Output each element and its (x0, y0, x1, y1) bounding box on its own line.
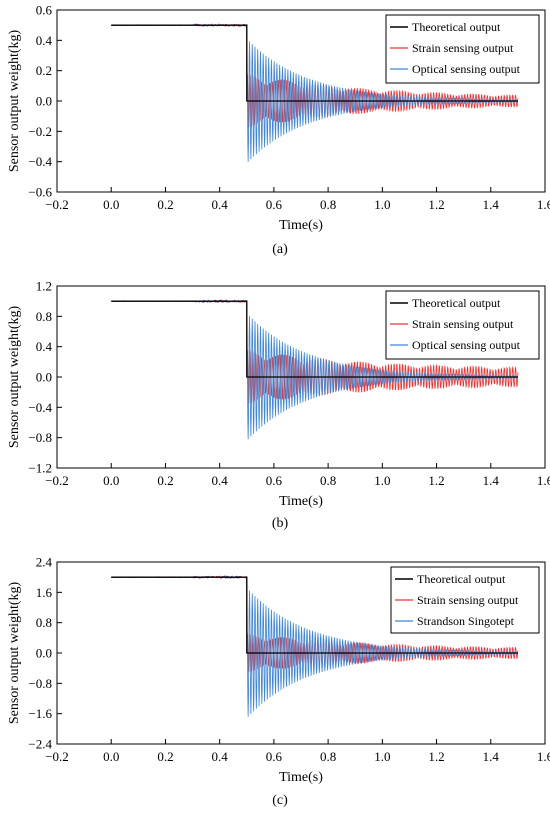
x-tick-label: 0.0 (103, 197, 119, 212)
legend-box (390, 566, 540, 634)
x-tick-label: 1.2 (428, 473, 444, 488)
series-line (111, 576, 518, 654)
legend-box (385, 290, 540, 360)
y-axis-label: Sensor output weight(kg) (7, 306, 22, 449)
x-tick-label: 0.4 (212, 473, 229, 488)
x-axis-label: Time(s) (279, 218, 323, 233)
y-tick-label: 0.0 (36, 370, 52, 385)
y-tick-label: 0.8 (36, 309, 52, 324)
x-tick-label: 0.0 (103, 749, 119, 764)
x-axis-label: Time(s) (279, 770, 323, 785)
x-tick-label: 1.2 (428, 197, 444, 212)
legend-entry: Optical sensing output (412, 338, 521, 352)
x-tick-label: 1.6 (537, 749, 550, 764)
legend-box (385, 14, 540, 84)
legend-entry: Theoretical output (412, 296, 501, 310)
x-tick-label: 1.2 (428, 749, 444, 764)
x-tick-label: 1.4 (483, 749, 500, 764)
panel-label: (a) (272, 242, 288, 257)
series-line (111, 23, 518, 162)
x-tick-label: 0.2 (157, 473, 173, 488)
y-tick-label: 0.2 (36, 63, 52, 78)
x-tick-label: −0.2 (45, 473, 69, 488)
y-tick-label: 0.0 (36, 94, 52, 109)
y-axis-label: Sensor output weight(kg) (7, 30, 22, 173)
x-axis-label: Time(s) (279, 494, 323, 509)
y-tick-label: −0.2 (28, 124, 52, 139)
y-tick-label: −1.2 (28, 461, 52, 476)
x-tick-label: 0.0 (103, 473, 119, 488)
y-tick-label: −0.4 (28, 400, 52, 415)
y-tick-label: −1.6 (28, 706, 52, 721)
legend: Theoretical output Strain sensing output O… (385, 290, 540, 360)
y-tick-label: −2.4 (28, 737, 52, 752)
x-tick-label: 0.8 (320, 749, 336, 764)
x-tick-label: 1.4 (483, 197, 500, 212)
x-tick-label: −0.2 (45, 197, 69, 212)
x-tick-label: 0.6 (266, 197, 283, 212)
legend: Theoretical output Strain sensing output S… (390, 566, 540, 634)
legend-entry: Strandson Singotept (417, 614, 515, 628)
legend-entry: Strain sensing output (412, 317, 514, 331)
x-tick-label: 0.4 (212, 749, 229, 764)
x-tick-label: 1.6 (537, 473, 550, 488)
y-tick-label: 0.8 (36, 615, 52, 630)
chart-panel: −0.2 0.0 0.2 0.4 0.6 0.8 1.0 1.2 1.4 1.6 −2.4 −1.6 −… (7, 555, 550, 809)
y-tick-label: 0.0 (36, 646, 52, 661)
plot-area (111, 575, 519, 717)
x-tick-label: 0.8 (320, 197, 336, 212)
y-tick-label: 2.4 (36, 555, 53, 570)
chart-panel: −0.2 0.0 0.2 0.4 0.6 0.8 1.0 1.2 1.4 1.6 −0.6 −0.4 −… (7, 3, 550, 258)
plot-area (111, 299, 519, 440)
y-tick-label: 0.6 (36, 3, 53, 18)
y-tick-label: 0.4 (36, 33, 53, 48)
panel-label: (c) (272, 793, 288, 808)
x-tick-label: −0.2 (45, 749, 69, 764)
x-tick-label: 0.6 (266, 473, 283, 488)
x-tick-label: 0.2 (157, 197, 173, 212)
x-tick-label: 1.0 (374, 473, 390, 488)
panel-label: (b) (272, 516, 289, 531)
chart-panel: −0.2 0.0 0.2 0.4 0.6 0.8 1.0 1.2 1.4 1.6 −1.2 −0.8 −… (7, 279, 550, 532)
y-tick-label: 1.2 (36, 279, 52, 294)
series-line (111, 300, 518, 378)
plot-area (111, 23, 519, 162)
y-tick-label: 1.6 (36, 585, 53, 600)
y-tick-label: −0.8 (28, 430, 52, 445)
y-tick-label: −0.4 (28, 154, 52, 169)
y-tick-label: −0.8 (28, 676, 52, 691)
x-tick-label: 1.0 (374, 197, 390, 212)
y-tick-label: −0.6 (28, 185, 52, 200)
y-tick-label: 0.4 (36, 339, 53, 354)
x-tick-label: 1.0 (374, 749, 390, 764)
legend: Theoretical output Strain sensing output O… (385, 14, 540, 84)
x-tick-label: 1.4 (483, 473, 500, 488)
series-line (111, 575, 518, 717)
x-tick-label: 0.2 (157, 749, 173, 764)
legend-entry: Theoretical output (412, 20, 501, 34)
y-axis-label: Sensor output weight(kg) (7, 582, 22, 725)
legend-entry: Strain sensing output (417, 593, 519, 607)
legend-entry: Theoretical output (417, 572, 506, 586)
legend-entry: Optical sensing output (412, 62, 521, 76)
series-line (111, 299, 518, 440)
x-tick-label: 0.6 (266, 749, 283, 764)
x-tick-label: 0.4 (212, 197, 229, 212)
x-tick-label: 1.6 (537, 197, 550, 212)
series-line (111, 24, 518, 102)
legend-entry: Strain sensing output (412, 41, 514, 55)
x-tick-label: 0.8 (320, 473, 336, 488)
